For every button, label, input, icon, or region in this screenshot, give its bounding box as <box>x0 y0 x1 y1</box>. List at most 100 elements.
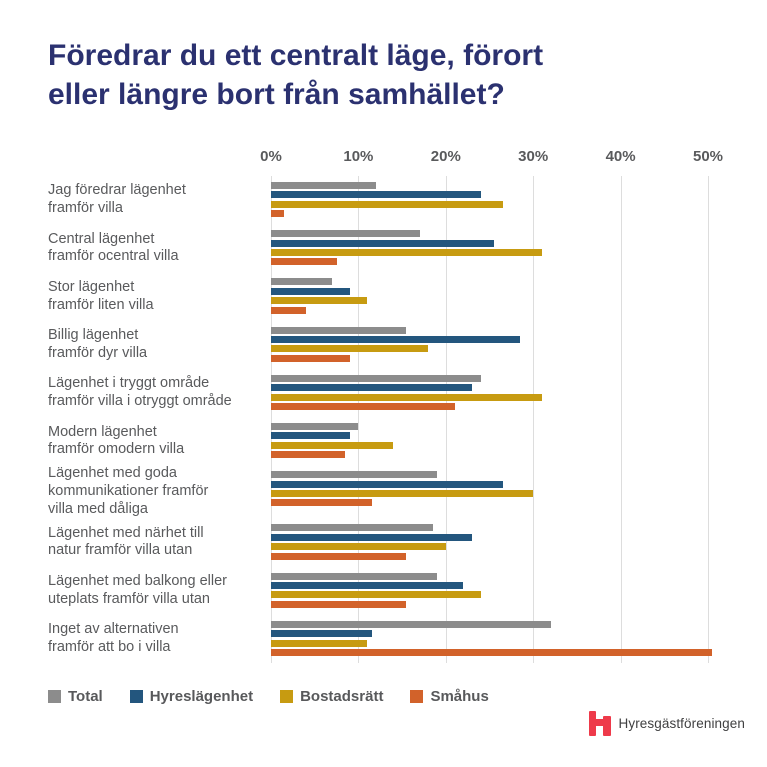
legend-label: Småhus <box>430 688 489 705</box>
page-title-line-1: Föredrar du ett centralt läge, förort <box>48 39 544 72</box>
bar-total <box>271 524 433 532</box>
bar-total <box>271 471 438 479</box>
bar-bostadsrätt <box>271 249 542 256</box>
bar-group <box>271 615 720 663</box>
hyresgastforeningen-logo-icon <box>588 711 611 736</box>
gridline <box>445 176 447 663</box>
category-label: Central lägenhet framför ocentral villa <box>48 230 179 265</box>
gridline <box>620 176 622 663</box>
bar-total <box>271 182 376 189</box>
legend-item-bostadsrätt: Bostadsrätt <box>280 688 383 705</box>
bar-total <box>271 374 481 382</box>
legend-item-hyreslägenhet: Hyreslägenhet <box>129 688 254 705</box>
category-label: Lägenhet med balkong eller uteplats fram… <box>48 573 227 607</box>
chart-legend: Total Hyreslägenhet Bostadsrätt Småhus <box>48 688 489 705</box>
bar-hyreslägenhet <box>271 533 473 541</box>
bar-småhus <box>271 210 285 218</box>
bar-group <box>271 272 720 320</box>
bar-småhus <box>271 600 407 608</box>
chart-row: Lägenhet i tryggt område framför villa i… <box>48 369 720 417</box>
category-label: Lägenhet med goda kommunikationer framfö… <box>48 465 209 517</box>
bar-småhus <box>271 403 455 411</box>
bar-småhus <box>271 451 346 459</box>
bar-bostadsrätt <box>271 297 368 305</box>
chart-rows: Jag föredrar lägenhet framför villa Centr… <box>48 176 720 663</box>
bar-total <box>271 572 438 580</box>
logo-shape <box>588 711 597 736</box>
bar-hyreslägenhet <box>271 287 350 295</box>
legend-label: Bostadsrätt <box>300 688 384 705</box>
chart-row: Jag föredrar lägenhet framför villa <box>48 176 720 224</box>
bar-bostadsrätt <box>271 591 481 599</box>
bar-hyreslägenhet <box>271 191 481 199</box>
bar-total <box>271 326 407 334</box>
legend-swatch-icon <box>280 690 294 703</box>
bar-group <box>271 465 720 518</box>
bar-småhus <box>271 258 337 266</box>
brand-name: Hyresgästföreningen <box>618 716 745 731</box>
axis-tick-label: 0% <box>260 148 282 165</box>
bar-group <box>271 518 720 566</box>
axis-tick-label: 30% <box>518 148 549 165</box>
gridline <box>708 176 709 663</box>
bar-hyreslägenhet <box>271 432 350 440</box>
legend-swatch-icon <box>48 690 61 703</box>
chart-row: Lägenhet med balkong eller uteplats fram… <box>48 567 720 615</box>
plot-area: Jag föredrar lägenhet framför villa Centr… <box>48 176 720 663</box>
bar-hyreslägenhet <box>271 480 503 488</box>
bar-bostadsrätt <box>271 543 446 551</box>
x-axis: 0% 10% 20% 30% 40% 50% <box>260 146 723 176</box>
category-label: Lägenhet i tryggt område framför villa i… <box>48 375 232 409</box>
category-label: Lägenhet med närhet till natur framför v… <box>48 524 204 559</box>
page-title: Föredrar du ett centralt läge, förort el… <box>48 36 543 114</box>
page-title-line-2: eller längre bort från samhället? <box>48 78 505 111</box>
bar-group <box>271 176 720 224</box>
axis-tick-label: 20% <box>430 148 461 165</box>
gridline <box>533 176 535 663</box>
bar-småhus <box>271 306 306 314</box>
bar-bostadsrätt <box>271 639 368 647</box>
bar-total <box>271 620 551 628</box>
bar-group <box>271 369 720 417</box>
bar-småhus <box>271 552 407 560</box>
gridline <box>358 176 360 663</box>
category-label: Billig lägenhet framför dyr villa <box>48 327 148 361</box>
legend-item-småhus: Småhus <box>410 688 489 705</box>
category-label: Stor lägenhet framför liten villa <box>48 278 154 313</box>
axis-tick-label: 10% <box>343 148 374 165</box>
bar-group <box>271 321 720 369</box>
legend-swatch-icon <box>129 690 143 703</box>
gridline <box>271 176 272 663</box>
chart-row: Inget av alternativen framför att bo i v… <box>48 615 720 663</box>
bar-hyreslägenhet <box>271 336 521 344</box>
bar-småhus <box>271 499 372 507</box>
bar-group <box>271 417 720 465</box>
logo-shape <box>594 719 605 726</box>
legend-swatch-icon <box>410 690 424 703</box>
logo-shape <box>602 716 611 736</box>
bar-småhus <box>271 354 350 362</box>
bar-bostadsrätt <box>271 441 394 449</box>
bar-hyreslägenhet <box>271 384 473 392</box>
chart-row: Modern lägenhet framför omodern villa <box>48 417 720 465</box>
chart-row: Stor lägenhet framför liten villa <box>48 272 720 320</box>
bar-bostadsrätt <box>271 200 503 208</box>
category-label: Jag föredrar lägenhet framför villa <box>48 182 186 217</box>
bar-chart: 0% 10% 20% 30% 40% 50% Jag föredrar lägenhet … <box>48 146 723 663</box>
category-label: Modern lägenhet framför omodern villa <box>48 423 185 458</box>
axis-tick-label: 40% <box>605 148 636 165</box>
bar-group <box>271 224 720 272</box>
legend-label: Hyreslägenhet <box>149 688 254 705</box>
legend-label: Total <box>68 688 103 705</box>
bar-småhus <box>271 648 713 656</box>
bar-group <box>271 567 720 615</box>
chart-row: Lägenhet med goda kommunikationer framfö… <box>48 465 720 518</box>
legend-item-total: Total <box>48 688 103 705</box>
bar-hyreslägenhet <box>271 581 464 589</box>
bar-bostadsrätt <box>271 393 542 401</box>
bar-bostadsrätt <box>271 345 429 353</box>
category-label: Inget av alternativen framför att bo i v… <box>48 621 179 655</box>
bar-total <box>271 278 333 286</box>
bar-bostadsrätt <box>271 490 534 498</box>
